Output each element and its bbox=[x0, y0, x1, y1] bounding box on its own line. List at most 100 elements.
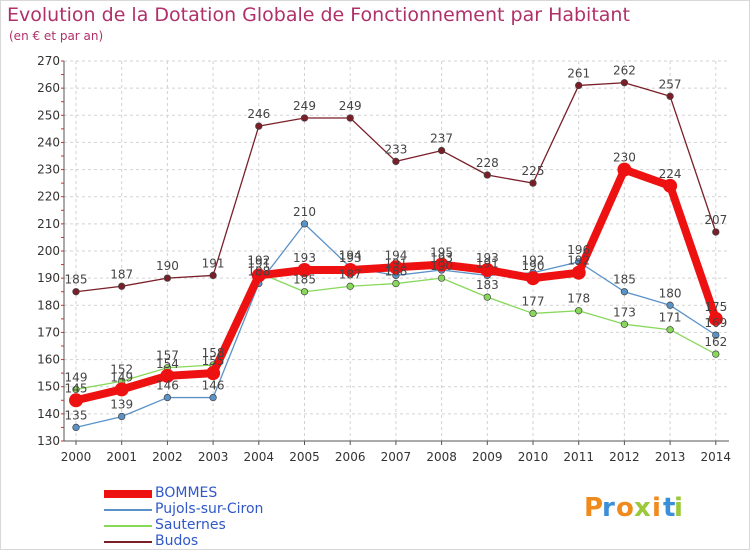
x-tick-label: 2009 bbox=[472, 450, 503, 464]
data-point-bommes bbox=[206, 366, 221, 381]
data-label-bommes: 175 bbox=[704, 300, 727, 314]
data-label-sauternes: 185 bbox=[293, 273, 316, 287]
data-point-budos bbox=[346, 114, 354, 122]
data-label-sauternes: 188 bbox=[384, 265, 407, 279]
data-point-bommes bbox=[571, 265, 586, 280]
data-label-pujols-sur-ciron: 210 bbox=[293, 205, 316, 219]
data-label-pujols-sur-ciron: 135 bbox=[65, 408, 88, 422]
data-point-pujols-sur-ciron bbox=[666, 301, 674, 309]
data-point-bommes bbox=[708, 311, 723, 326]
data-label-sauternes: 149 bbox=[65, 370, 88, 384]
data-point-budos bbox=[575, 81, 583, 90]
data-label-pujols-sur-ciron: 194 bbox=[339, 248, 362, 262]
data-point-budos bbox=[620, 79, 629, 87]
y-tick-label: 230 bbox=[37, 163, 60, 177]
y-tick-label: 220 bbox=[37, 190, 60, 204]
data-point-budos bbox=[118, 282, 126, 290]
data-point-budos bbox=[72, 288, 80, 296]
data-label-budos: 191 bbox=[202, 256, 225, 270]
y-tick-label: 270 bbox=[37, 54, 60, 68]
data-label-pujols-sur-ciron: 180 bbox=[659, 286, 682, 300]
legend-label-bommes: BOMMES bbox=[155, 485, 218, 501]
data-point-pujols-sur-ciron bbox=[209, 393, 217, 402]
data-point-bommes bbox=[160, 368, 175, 383]
y-tick-label: 250 bbox=[37, 108, 60, 122]
legend-swatches bbox=[104, 490, 152, 543]
data-label-budos: 190 bbox=[156, 259, 179, 273]
y-tick-label: 160 bbox=[37, 353, 60, 367]
data-label-sauternes: 152 bbox=[110, 362, 133, 376]
data-point-budos bbox=[255, 122, 263, 130]
data-label-budos: 262 bbox=[613, 64, 636, 78]
data-label-pujols-sur-ciron: 192 bbox=[522, 254, 545, 268]
data-label-sauternes: 178 bbox=[567, 292, 590, 306]
data-label-bommes: 194 bbox=[384, 248, 407, 262]
data-point-bommes bbox=[297, 263, 312, 277]
y-tick-label: 170 bbox=[37, 325, 60, 339]
data-label-bommes: 192 bbox=[567, 254, 590, 268]
data-label-pujols-sur-ciron: 139 bbox=[110, 398, 133, 412]
data-point-budos bbox=[712, 228, 720, 236]
data-label-pujols-sur-ciron: 191 bbox=[384, 256, 407, 270]
x-tick-label: 2014 bbox=[701, 450, 732, 464]
data-point-budos bbox=[666, 92, 674, 100]
data-point-sauternes bbox=[575, 307, 583, 315]
data-label-sauternes: 171 bbox=[659, 311, 682, 325]
data-label-bommes: 230 bbox=[613, 151, 636, 165]
y-tick-label: 150 bbox=[37, 380, 60, 394]
data-label-pujols-sur-ciron: 193 bbox=[430, 251, 453, 265]
y-tick-label: 260 bbox=[37, 81, 60, 95]
y-tick-label: 240 bbox=[37, 135, 60, 149]
data-label-budos: 187 bbox=[110, 267, 133, 281]
x-tick-label: 2010 bbox=[518, 450, 549, 464]
data-label-pujols-sur-ciron: 196 bbox=[567, 243, 590, 257]
data-label-bommes: 154 bbox=[156, 357, 179, 371]
data-label-sauternes: 177 bbox=[522, 294, 545, 308]
legend-swatch-sauternes bbox=[104, 525, 152, 527]
data-label-budos: 185 bbox=[65, 273, 88, 287]
data-point-budos bbox=[392, 157, 400, 166]
data-label-bommes: 145 bbox=[65, 381, 88, 395]
data-point-budos bbox=[529, 179, 537, 187]
data-label-budos: 261 bbox=[567, 66, 590, 80]
data-label-pujols-sur-ciron: 169 bbox=[704, 316, 727, 330]
data-label-bommes: 193 bbox=[339, 251, 362, 265]
y-tick-label: 140 bbox=[37, 407, 60, 421]
data-point-budos bbox=[163, 274, 172, 282]
legend-label-pujols: Pujols-sur-Ciron bbox=[155, 501, 264, 517]
data-point-bommes bbox=[526, 271, 540, 286]
logo-letter: o bbox=[616, 493, 634, 523]
data-label-bommes: 155 bbox=[202, 354, 225, 368]
chart-subtitle: (en € et par an) bbox=[9, 29, 104, 43]
data-label-sauternes: 190 bbox=[430, 259, 453, 273]
data-point-pujols-sur-ciron bbox=[712, 331, 720, 339]
data-label-bommes: 149 bbox=[110, 370, 133, 384]
data-point-bommes bbox=[69, 393, 83, 408]
data-point-pujols-sur-ciron bbox=[620, 288, 629, 296]
data-label-sauternes: 157 bbox=[156, 349, 179, 363]
data-point-budos bbox=[437, 146, 446, 155]
data-label-budos: 246 bbox=[247, 107, 270, 121]
data-point-budos bbox=[209, 271, 217, 280]
data-label-sauternes: 162 bbox=[704, 335, 727, 349]
chart-title: Evolution de la Dotation Globale de Fonc… bbox=[7, 4, 630, 26]
data-label-sauternes: 173 bbox=[613, 305, 636, 319]
data-label-budos: 237 bbox=[430, 132, 453, 146]
data-label-pujols-sur-ciron: 146 bbox=[202, 379, 225, 393]
data-label-budos: 249 bbox=[339, 99, 362, 113]
data-point-sauternes bbox=[529, 309, 537, 318]
data-point-bommes bbox=[343, 263, 358, 277]
axes: 130 140 150 160 170 180 190 200 210 220 230 240 250 2… bbox=[37, 54, 731, 464]
legend-swatch-budos bbox=[104, 541, 152, 543]
y-tick-label: 130 bbox=[37, 434, 60, 448]
x-tick-label: 2008 bbox=[426, 450, 457, 464]
data-point-pujols-sur-ciron bbox=[163, 393, 172, 402]
x-tick-label: 2006 bbox=[335, 450, 366, 464]
y-tick-label: 190 bbox=[37, 271, 60, 285]
x-tick-label: 2004 bbox=[244, 450, 275, 464]
data-point-sauternes bbox=[620, 320, 629, 328]
data-point-sauternes bbox=[346, 282, 354, 290]
logo-letter: i bbox=[674, 493, 683, 523]
